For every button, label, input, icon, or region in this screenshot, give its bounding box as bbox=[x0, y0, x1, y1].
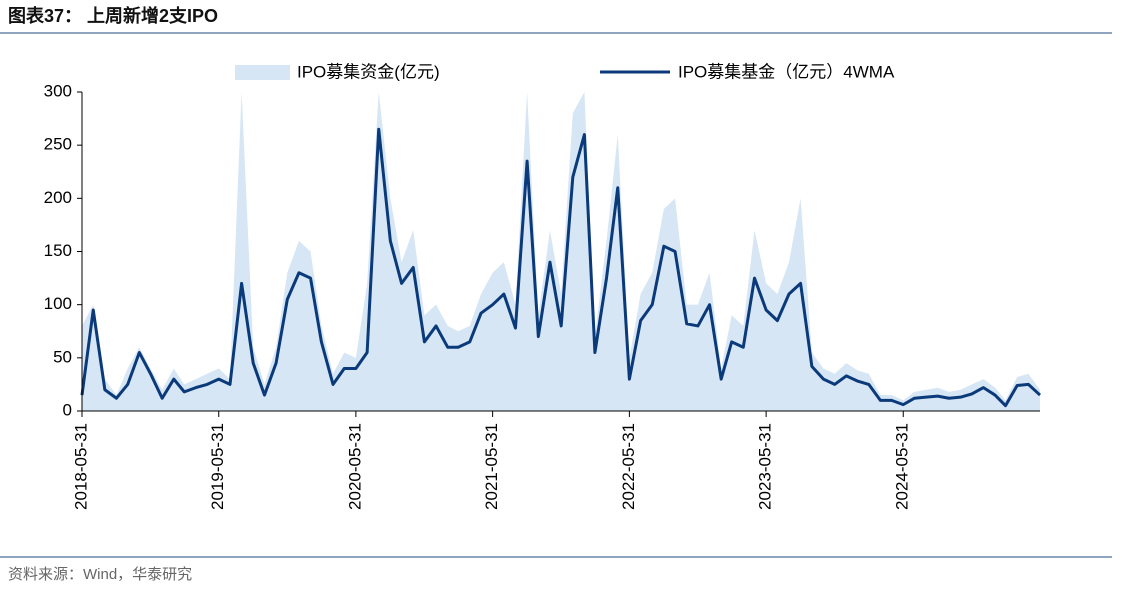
y-tick-label: 50 bbox=[53, 347, 72, 366]
y-tick-label: 250 bbox=[44, 135, 72, 154]
y-tick-label: 200 bbox=[44, 188, 72, 207]
x-tick-label: 2018-05-31 bbox=[71, 423, 90, 510]
y-tick-label: 0 bbox=[63, 400, 72, 419]
x-tick-label: 2024-05-31 bbox=[893, 423, 912, 510]
chart-title: 图表37： 上周新增2支IPO bbox=[8, 5, 218, 26]
x-tick-label: 2020-05-31 bbox=[345, 423, 364, 510]
y-tick-label: 100 bbox=[44, 294, 72, 313]
x-tick-label: 2021-05-31 bbox=[482, 423, 501, 510]
legend-label: IPO募集资金(亿元) bbox=[297, 62, 440, 81]
legend-label: IPO募集基金（亿元）4WMA bbox=[678, 62, 895, 81]
source-note: 资料来源：Wind，华泰研究 bbox=[8, 566, 192, 583]
area bbox=[82, 92, 1040, 411]
y-tick-label: 300 bbox=[44, 81, 72, 100]
x-tick-label: 2022-05-31 bbox=[619, 423, 638, 510]
y-tick-label: 150 bbox=[44, 241, 72, 260]
x-tick-label: 2019-05-31 bbox=[208, 423, 227, 510]
x-tick-label: 2023-05-31 bbox=[756, 423, 775, 510]
legend-swatch bbox=[235, 65, 290, 80]
line bbox=[80, 127, 1042, 408]
